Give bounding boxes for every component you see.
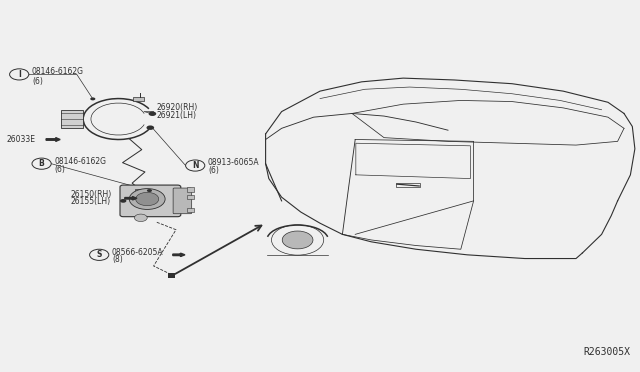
Text: 08146-6162G: 08146-6162G	[32, 67, 84, 76]
Bar	[187, 187, 193, 192]
FancyArrow shape	[125, 196, 137, 200]
Text: 08146-6162G: 08146-6162G	[54, 157, 106, 166]
Text: 26921(LH): 26921(LH)	[157, 111, 197, 120]
Bar	[168, 273, 175, 278]
Bar	[133, 97, 144, 101]
Circle shape	[136, 192, 159, 206]
Text: 26150(RH): 26150(RH)	[70, 190, 111, 199]
Circle shape	[148, 112, 156, 116]
Circle shape	[129, 189, 165, 209]
Circle shape	[147, 125, 154, 130]
Bar	[187, 208, 193, 212]
Text: B: B	[39, 159, 44, 168]
Text: (6): (6)	[208, 166, 219, 174]
Text: (8): (8)	[112, 255, 123, 264]
Text: 26920(RH): 26920(RH)	[157, 103, 198, 112]
Circle shape	[186, 160, 205, 171]
Text: (6): (6)	[32, 77, 43, 86]
Text: R263005X: R263005X	[584, 347, 630, 357]
Text: 08566-6205A: 08566-6205A	[112, 248, 164, 257]
FancyArrow shape	[46, 138, 60, 141]
Text: 26155(LH): 26155(LH)	[70, 197, 111, 206]
Circle shape	[10, 69, 29, 80]
Text: N: N	[192, 161, 198, 170]
FancyBboxPatch shape	[120, 185, 180, 217]
Text: 08913-6065A: 08913-6065A	[208, 158, 260, 167]
Text: 26033E: 26033E	[6, 135, 35, 144]
Circle shape	[147, 189, 152, 192]
Bar	[187, 195, 193, 199]
Text: S: S	[97, 250, 102, 259]
Text: I: I	[18, 70, 20, 79]
FancyBboxPatch shape	[173, 188, 192, 214]
FancyArrow shape	[173, 253, 185, 257]
Bar	[61, 110, 83, 128]
Circle shape	[90, 97, 95, 100]
Circle shape	[120, 199, 127, 203]
Circle shape	[282, 231, 313, 249]
Circle shape	[90, 249, 109, 260]
Bar	[136, 189, 149, 196]
Circle shape	[32, 158, 51, 169]
Text: (6): (6)	[54, 165, 65, 174]
Circle shape	[134, 214, 147, 221]
Bar	[396, 183, 420, 187]
